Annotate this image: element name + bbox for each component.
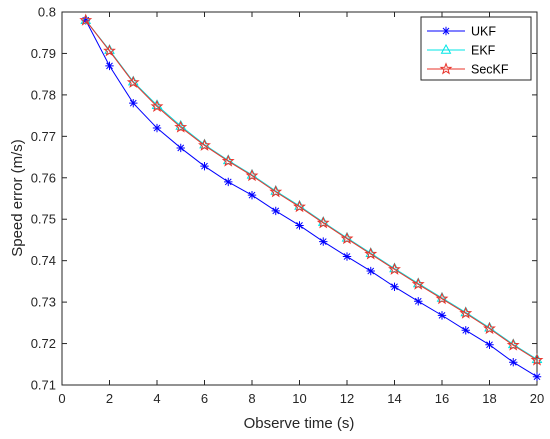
- series-line: [85, 19, 538, 361]
- x-axis-label: Observe time (s): [244, 415, 355, 432]
- data-point: [485, 340, 494, 349]
- legend-marker: [440, 43, 452, 54]
- axis-ticks: 0 2 4 6 8 10 12 14 16 18 20 0.71 0.72 0.73 0.74 0.75 0.7…: [31, 5, 545, 407]
- data-point: [342, 252, 352, 261]
- legend-marker: [439, 62, 453, 75]
- data-point: [411, 277, 425, 290]
- data-point: [247, 190, 257, 200]
- y-tick-label: 0.78: [31, 87, 56, 102]
- data-point: [245, 168, 259, 182]
- y-tick-label: 0.79: [31, 46, 56, 61]
- data-point: [150, 99, 164, 112]
- data-point: [316, 216, 330, 229]
- x-tick-label: 0: [58, 391, 65, 406]
- data-point: [80, 14, 92, 25]
- legend-item: UKF: [427, 25, 496, 39]
- y-tick-label: 0.8: [38, 5, 56, 20]
- data-point: [435, 292, 449, 305]
- x-tick-label: 8: [248, 391, 255, 406]
- x-tick-label: 12: [340, 391, 354, 406]
- data-point: [532, 372, 542, 381]
- legend-item: EKF: [427, 44, 496, 58]
- legend-item: SecKF: [427, 62, 509, 77]
- x-tick-label: 6: [201, 391, 208, 406]
- data-point: [224, 177, 233, 187]
- y-tick-label: 0.72: [31, 336, 56, 351]
- data-point: [390, 282, 399, 291]
- y-tick-label: 0.74: [31, 253, 56, 268]
- data-point: [126, 75, 140, 88]
- series-layer: [79, 13, 544, 381]
- data-point: [221, 154, 235, 167]
- data-point: [366, 266, 375, 276]
- x-tick-label: 16: [435, 391, 449, 406]
- data-point: [509, 358, 518, 367]
- y-tick-label: 0.76: [31, 170, 56, 185]
- data-point: [437, 311, 447, 320]
- x-tick-label: 14: [387, 391, 401, 406]
- data-point: [105, 61, 114, 71]
- y-tick-label: 0.71: [31, 378, 56, 393]
- x-tick-label: 10: [292, 391, 306, 406]
- legend: UKF EKF SecKF: [420, 16, 532, 81]
- legend-label: EKF: [471, 44, 496, 58]
- data-point: [364, 247, 378, 260]
- y-tick-label: 0.75: [31, 212, 56, 227]
- y-tick-label: 0.77: [31, 129, 56, 144]
- data-point: [129, 98, 138, 108]
- data-point: [81, 16, 90, 25]
- legend-marker: [441, 26, 451, 36]
- data-point: [506, 338, 520, 351]
- data-point: [174, 120, 188, 133]
- data-point: [461, 326, 470, 335]
- data-point: [198, 138, 211, 151]
- y-tick-label: 0.73: [31, 295, 56, 310]
- data-point: [293, 200, 306, 213]
- series-seckf: [79, 13, 544, 366]
- data-point: [79, 13, 93, 26]
- x-tick-label: 2: [106, 391, 113, 406]
- legend-label: UKF: [471, 25, 496, 39]
- data-point: [340, 231, 354, 245]
- data-point: [388, 262, 401, 275]
- data-point: [269, 185, 283, 198]
- data-point: [271, 206, 280, 216]
- x-tick-label: 4: [153, 391, 160, 406]
- series-line: [85, 20, 538, 378]
- series-ukf: [81, 16, 542, 381]
- data-point: [414, 297, 423, 306]
- legend-label: SecKF: [471, 63, 509, 77]
- data-point: [200, 161, 209, 171]
- data-point: [176, 143, 185, 153]
- x-tick-label: 18: [482, 391, 496, 406]
- data-point: [459, 306, 473, 319]
- x-tick-label: 20: [530, 391, 544, 406]
- data-point: [103, 44, 116, 57]
- data-point: [295, 221, 304, 230]
- y-axis-label: Speed error (m/s): [9, 139, 26, 257]
- data-point: [483, 321, 496, 335]
- data-point: [319, 237, 328, 246]
- data-point: [530, 353, 544, 366]
- data-point: [152, 123, 162, 133]
